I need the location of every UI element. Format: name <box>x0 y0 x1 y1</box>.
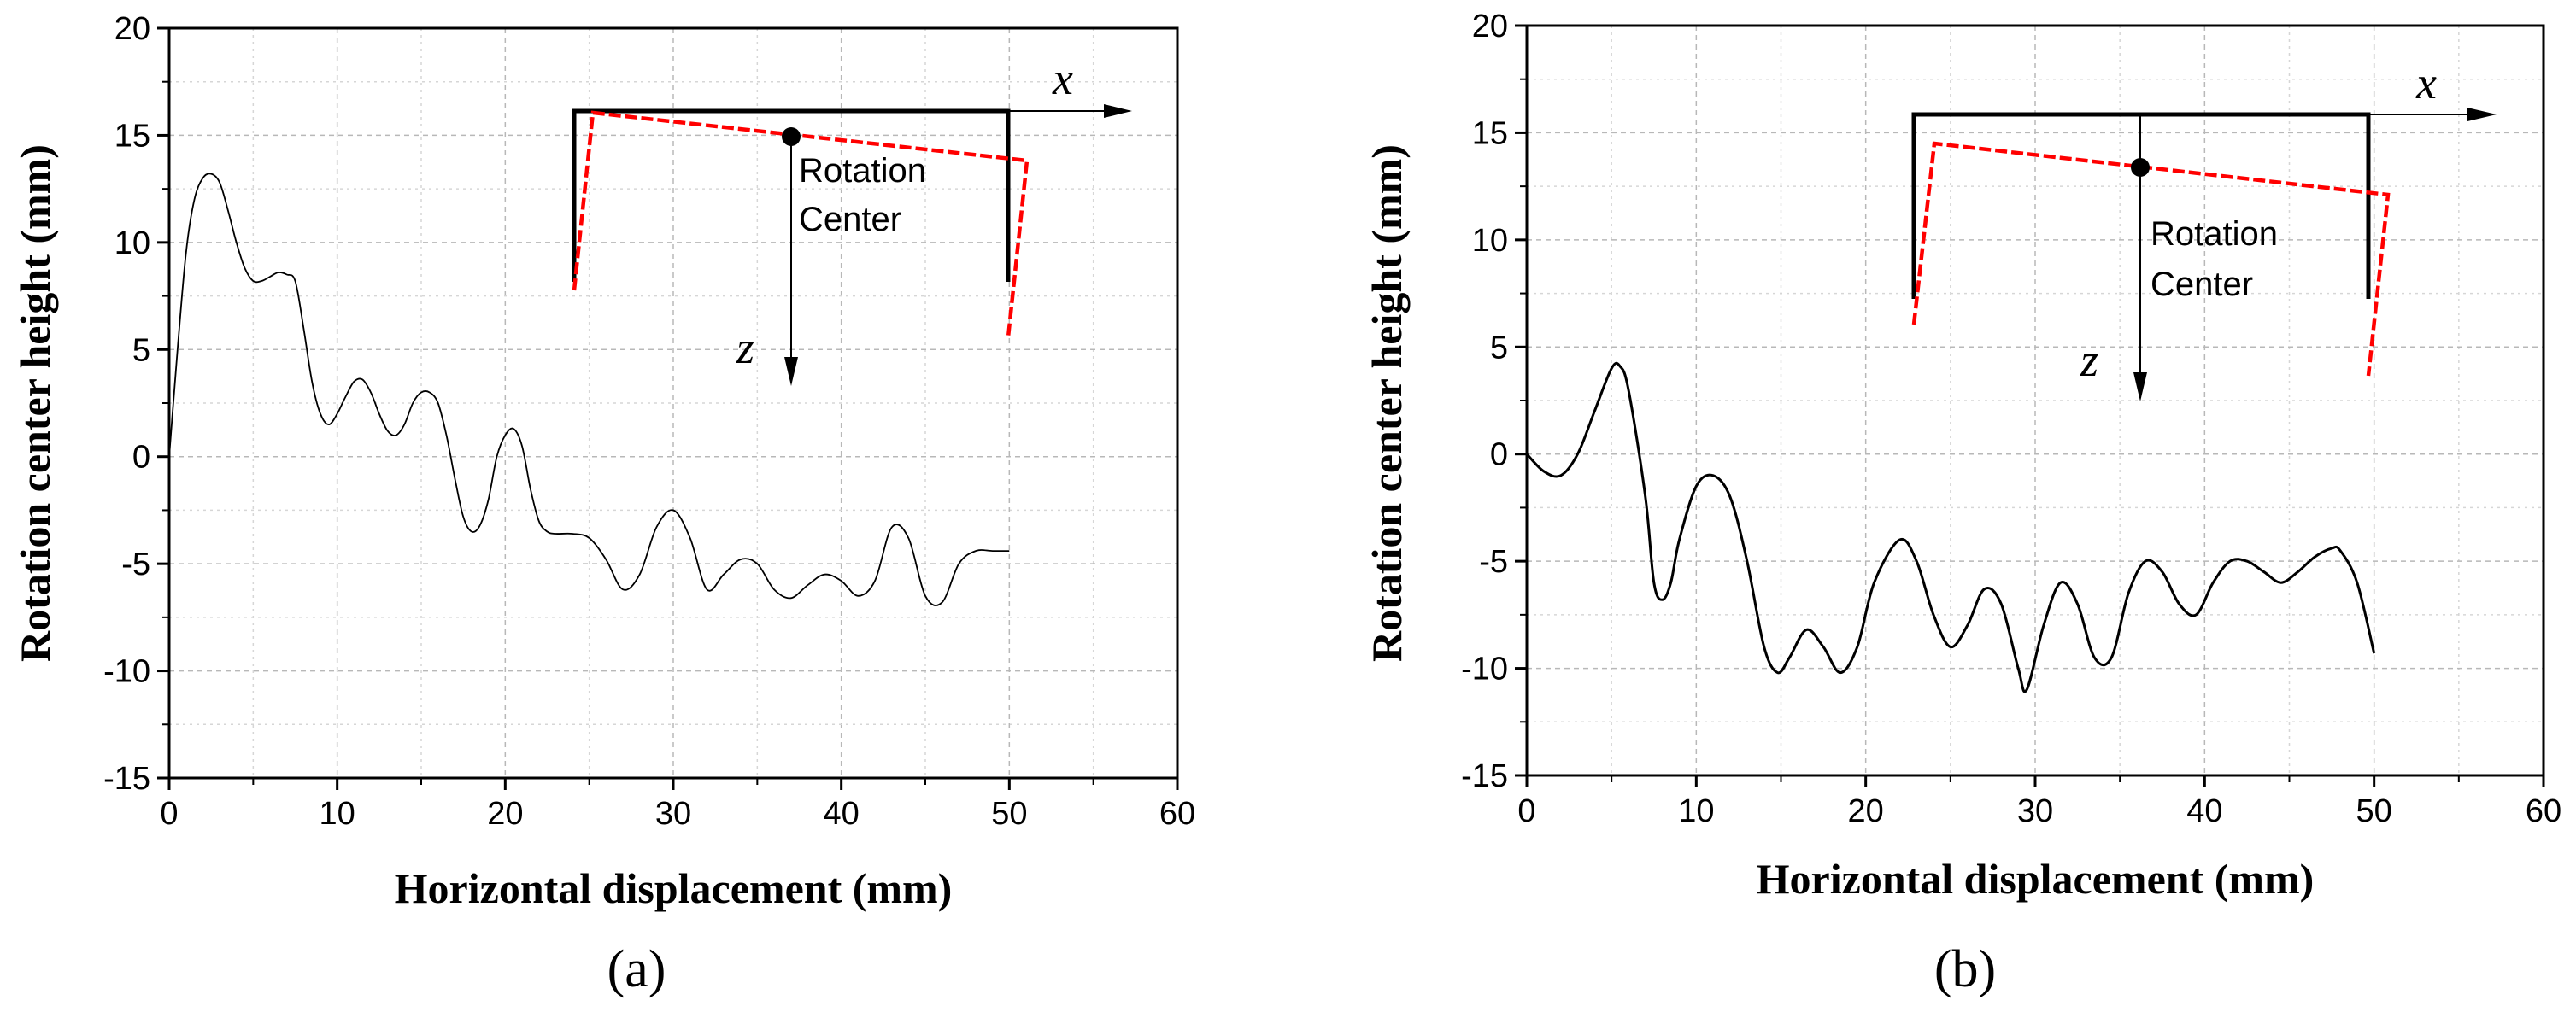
rotation-center-marker-a <box>782 127 801 146</box>
panel-label-b: (b) <box>1934 940 1996 998</box>
rotated-beam-b <box>1911 141 2391 377</box>
grid-a <box>169 28 1177 778</box>
ticks-a: 0 10 20 30 40 50 60 -15 -10 -5 0 5 10 15 20 <box>103 11 1195 832</box>
y-tick-label: -10 <box>103 654 150 690</box>
y-tick-label: 20 <box>1472 9 1508 44</box>
inset-center-label-a: Center <box>799 201 901 238</box>
panel-label-a: (a) <box>607 940 666 998</box>
data-line-b <box>1525 361 2376 693</box>
x-tick-label: 40 <box>2186 793 2222 829</box>
x-tick-label: 60 <box>1159 796 1195 832</box>
plot-frame-a <box>167 26 1179 780</box>
rotation-center-marker-b <box>2131 158 2150 177</box>
y-tick-label: 15 <box>114 118 150 154</box>
y-tick-label: 10 <box>114 225 150 261</box>
x-axis-title-b: Horizontal displacement (mm) <box>1757 855 2315 903</box>
y-tick-label: 10 <box>1472 223 1508 259</box>
inset-schematic-b: x z Rotation Center <box>1911 57 2497 401</box>
x-tick-label: 10 <box>1678 793 1714 829</box>
y-tick-label: 0 <box>132 440 150 476</box>
x-tick-label: 0 <box>1517 793 1535 829</box>
y-tick-label: -5 <box>1479 544 1508 580</box>
x-axis-title-a: Horizontal displacement (mm) <box>395 864 953 912</box>
ticks-b: 0 10 20 30 40 50 60 -15 -10 -5 0 5 10 15 20 <box>1461 9 2561 829</box>
y-tick-label: 20 <box>114 11 150 47</box>
inset-rotation-label-b: Rotation <box>2151 215 2278 253</box>
y-tick-label: -10 <box>1461 652 1508 687</box>
y-tick-label: -15 <box>1461 758 1508 794</box>
y-tick-label: 5 <box>1490 330 1508 366</box>
x-tick-label: 50 <box>991 796 1027 832</box>
inset-z-label-b: z <box>2080 335 2098 386</box>
z-axis-arrow-a <box>784 357 798 386</box>
y-tick-label: 0 <box>1490 437 1508 473</box>
y-tick-label: 15 <box>1472 115 1508 151</box>
inset-x-label-a: x <box>1052 53 1073 104</box>
x-tick-label: 30 <box>2017 793 2053 829</box>
y-tick-label: -5 <box>121 547 150 582</box>
original-beam-a <box>572 108 1011 282</box>
plot-frame-b <box>1525 24 2545 777</box>
x-tick-label: 30 <box>655 796 691 832</box>
data-line-a <box>168 173 1010 606</box>
rotated-beam-a <box>572 110 1030 338</box>
x-tick-label: 10 <box>320 796 355 832</box>
x-tick-label: 20 <box>1848 793 1884 829</box>
z-axis-arrow-b <box>2133 372 2147 401</box>
y-axis-title-a: Rotation center height (mm) <box>11 144 59 662</box>
x-tick-label: 50 <box>2356 793 2392 829</box>
y-tick-label: 5 <box>132 332 150 368</box>
inset-x-label-b: x <box>2415 57 2437 108</box>
x-axis-arrow-b <box>2467 108 2497 121</box>
x-tick-label: 0 <box>160 796 178 832</box>
x-tick-label: 40 <box>824 796 860 832</box>
x-tick-label: 20 <box>487 796 523 832</box>
x-axis-arrow-a <box>1104 104 1132 118</box>
inset-schematic-a: x z Rotation Center <box>572 53 1132 386</box>
y-tick-label: -15 <box>103 761 150 797</box>
inset-center-label-b: Center <box>2151 266 2253 303</box>
grid-b <box>1527 26 2544 775</box>
x-tick-label: 60 <box>2526 793 2561 829</box>
inset-z-label-a: z <box>736 322 754 373</box>
y-axis-title-b: Rotation center height (mm) <box>1363 144 1411 662</box>
inset-rotation-label-a: Rotation <box>799 152 926 190</box>
panel-b: 0 10 20 30 40 50 60 -15 -10 -5 0 5 10 15 20 x z Rotati… <box>1363 9 2561 998</box>
panel-a: 0 10 20 30 40 50 60 -15 -10 -5 0 5 10 15 20 x z Rotati… <box>11 11 1195 998</box>
